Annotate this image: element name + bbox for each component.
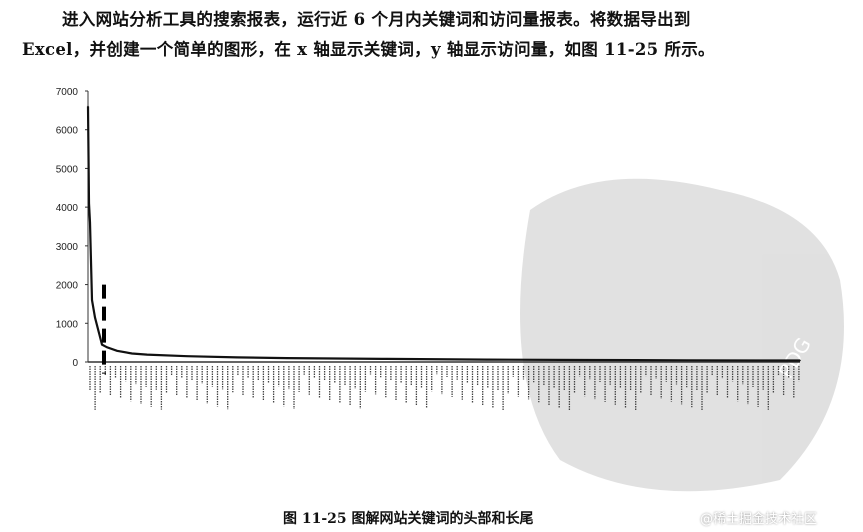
data-point bbox=[88, 202, 90, 205]
data-point bbox=[386, 358, 388, 360]
seal-watermark: PDG bbox=[520, 178, 844, 492]
data-point bbox=[586, 359, 588, 361]
data-point bbox=[101, 343, 103, 346]
paragraph-line-2: Excel，并创建一个简单的图形，在 x 轴显示关键词，y 轴显示访问量，如图 … bbox=[22, 40, 715, 59]
y-tick-label: 2000 bbox=[56, 281, 79, 292]
data-point bbox=[116, 349, 118, 352]
x-tick-labels bbox=[89, 366, 800, 411]
data-point bbox=[286, 357, 288, 359]
data-point bbox=[89, 221, 91, 224]
data-point bbox=[87, 105, 89, 108]
data-point bbox=[799, 359, 801, 362]
data-point bbox=[186, 355, 188, 357]
data-point bbox=[236, 356, 238, 359]
footer-watermark: @稀土掘金技术社区 bbox=[700, 512, 818, 527]
y-tick-label: 6000 bbox=[56, 126, 79, 137]
data-point bbox=[486, 358, 488, 361]
data-point bbox=[131, 352, 133, 355]
data-point bbox=[686, 359, 688, 362]
y-tick-label: 7000 bbox=[56, 87, 79, 98]
data-point bbox=[98, 332, 100, 334]
figure-caption: 图 11-25 图解网站关键词的头部和长尾 bbox=[283, 511, 534, 527]
keyword-visits-chart: PDG 0 1000 2000 3000 4000 5000 6000 7000 bbox=[56, 87, 844, 492]
paragraph-line-1: 进入网站分析工具的搜索报表，运行近 6 个月内关键词和访问量报表。将数据导出到 bbox=[62, 10, 691, 29]
y-tick-label: 0 bbox=[72, 358, 78, 369]
data-point bbox=[94, 316, 96, 319]
data-point bbox=[146, 353, 148, 356]
y-tick-label: 5000 bbox=[56, 164, 79, 175]
y-tick-label: 1000 bbox=[56, 319, 79, 330]
y-tick-label: 4000 bbox=[56, 203, 79, 214]
data-point bbox=[106, 346, 108, 349]
data-point bbox=[91, 299, 93, 301]
y-tick-label: 3000 bbox=[56, 242, 79, 253]
